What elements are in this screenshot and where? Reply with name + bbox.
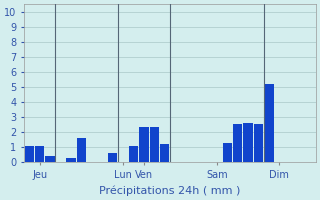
Bar (45, 156, 55, 162)
Bar (233, 124, 242, 162)
Bar (129, 146, 138, 162)
Bar (25, 146, 34, 162)
Bar (264, 84, 274, 162)
Bar (77, 138, 86, 162)
X-axis label: Précipitations 24h ( mm ): Précipitations 24h ( mm ) (99, 185, 241, 196)
Bar (223, 143, 232, 162)
Bar (254, 124, 263, 162)
Bar (35, 146, 44, 162)
Bar (139, 127, 148, 162)
Bar (108, 153, 117, 162)
Bar (160, 144, 169, 162)
Bar (244, 123, 253, 162)
Bar (66, 158, 76, 162)
Bar (150, 127, 159, 162)
